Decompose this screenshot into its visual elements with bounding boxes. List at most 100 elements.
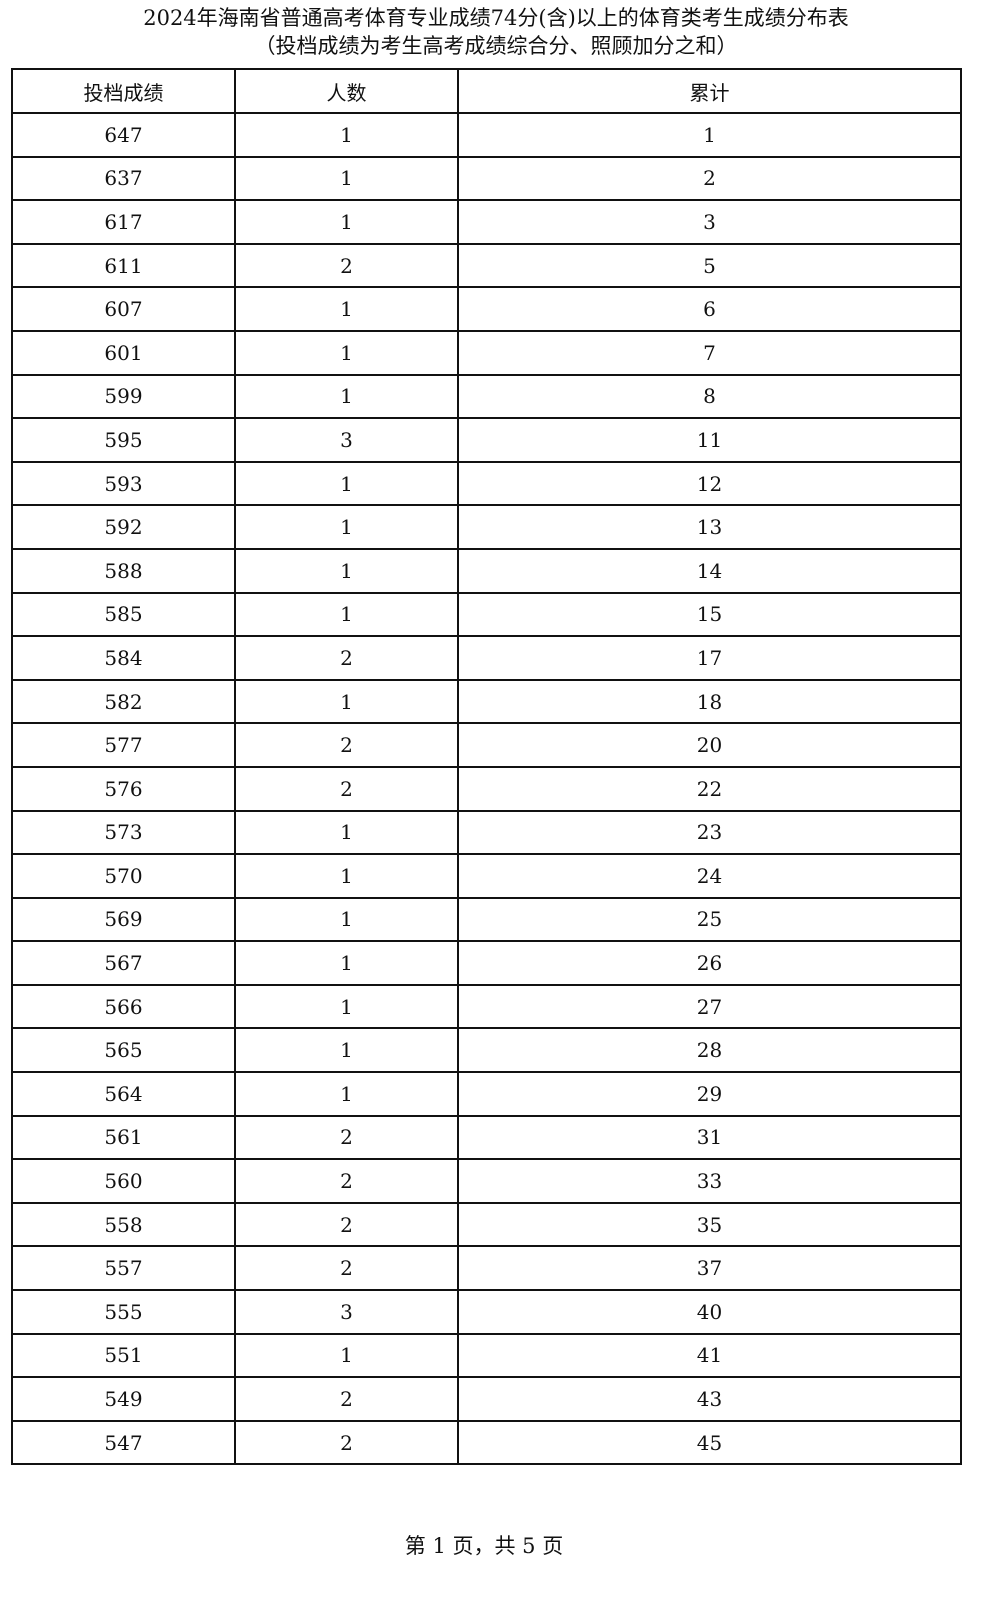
cumulative-cell: 29 — [457, 1071, 962, 1117]
count-cell: 1 — [234, 199, 459, 245]
cumulative-cell: 45 — [457, 1419, 962, 1466]
score-cell: 595 — [11, 417, 236, 463]
count-cell: 3 — [234, 1289, 459, 1335]
count-cell: 1 — [234, 1332, 459, 1379]
score-cell: 557 — [11, 1245, 236, 1292]
score-cell: 576 — [11, 765, 236, 812]
count-cell: 2 — [234, 1201, 459, 1248]
score-cell: 565 — [11, 1027, 236, 1074]
cumulative-cell: 11 — [457, 417, 962, 463]
header-score: 投档成绩 — [11, 68, 236, 114]
score-cell: 593 — [11, 460, 236, 507]
cumulative-cell: 7 — [457, 329, 962, 376]
table-row: 601 1 7 — [11, 329, 962, 376]
table-row: 569 1 25 — [11, 896, 962, 943]
table-row: 577 2 20 — [11, 722, 962, 768]
count-cell: 1 — [234, 373, 459, 420]
count-cell: 2 — [234, 1158, 459, 1204]
score-cell: 592 — [11, 504, 236, 550]
header-cumulative: 累计 — [457, 68, 962, 114]
cumulative-cell: 17 — [457, 635, 962, 681]
score-cell: 555 — [11, 1289, 236, 1335]
count-cell: 2 — [234, 1245, 459, 1292]
cumulative-cell: 41 — [457, 1332, 962, 1379]
count-cell: 1 — [234, 155, 459, 202]
cumulative-cell: 3 — [457, 199, 962, 245]
cumulative-cell: 31 — [457, 1114, 962, 1161]
table-row: 560 2 33 — [11, 1158, 962, 1204]
cumulative-cell: 6 — [457, 286, 962, 332]
count-cell: 1 — [234, 940, 459, 986]
table-row: 647 1 1 — [11, 112, 962, 158]
cumulative-cell: 23 — [457, 809, 962, 856]
table-row: 599 1 8 — [11, 373, 962, 420]
table-row: 547 2 45 — [11, 1419, 962, 1466]
count-cell: 1 — [234, 983, 459, 1030]
score-cell: 567 — [11, 940, 236, 986]
document-title: 2024年海南省普通高考体育专业成绩74分(含)以上的体育类考生成绩分布表 — [143, 6, 849, 30]
table-header-row: 投档成绩 人数 累计 — [11, 68, 962, 114]
score-distribution-table: 投档成绩 人数 累计 647 1 1 637 1 2 617 1 3 611 2 5 607 1 6 601 1… — [11, 68, 962, 1466]
cumulative-cell: 24 — [457, 853, 962, 899]
score-cell: 561 — [11, 1114, 236, 1161]
count-cell: 1 — [234, 853, 459, 899]
score-cell: 617 — [11, 199, 236, 245]
score-cell: 566 — [11, 983, 236, 1030]
score-cell: 547 — [11, 1419, 236, 1466]
table-row: 617 1 3 — [11, 199, 962, 245]
score-cell: 560 — [11, 1158, 236, 1204]
score-cell: 599 — [11, 373, 236, 420]
score-cell: 573 — [11, 809, 236, 856]
table-row: 584 2 17 — [11, 635, 962, 681]
table-row: 555 3 40 — [11, 1289, 962, 1335]
table-row: 557 2 37 — [11, 1245, 962, 1292]
table-row: 549 2 43 — [11, 1376, 962, 1422]
cumulative-cell: 5 — [457, 242, 962, 289]
cumulative-cell: 22 — [457, 765, 962, 812]
count-cell: 2 — [234, 635, 459, 681]
cumulative-cell: 35 — [457, 1201, 962, 1248]
table-row: 551 1 41 — [11, 1332, 962, 1379]
score-cell: 564 — [11, 1071, 236, 1117]
cumulative-cell: 1 — [457, 112, 962, 158]
score-cell: 585 — [11, 591, 236, 638]
count-cell: 1 — [234, 896, 459, 943]
table-row: 595 3 11 — [11, 417, 962, 463]
score-cell: 577 — [11, 722, 236, 768]
score-cell: 551 — [11, 1332, 236, 1379]
count-cell: 1 — [234, 504, 459, 550]
count-cell: 1 — [234, 1027, 459, 1074]
count-cell: 1 — [234, 1071, 459, 1117]
table-row: 573 1 23 — [11, 809, 962, 856]
cumulative-cell: 28 — [457, 1027, 962, 1074]
table-row: 561 2 31 — [11, 1114, 962, 1161]
table-row: 576 2 22 — [11, 765, 962, 812]
table-row: 570 1 24 — [11, 853, 962, 899]
table-row: 566 1 27 — [11, 983, 962, 1030]
score-cell: 570 — [11, 853, 236, 899]
table-row: 607 1 6 — [11, 286, 962, 332]
count-cell: 1 — [234, 547, 459, 594]
count-cell: 2 — [234, 1376, 459, 1422]
count-cell: 2 — [234, 1419, 459, 1466]
count-cell: 1 — [234, 286, 459, 332]
cumulative-cell: 12 — [457, 460, 962, 507]
table-row: 564 1 29 — [11, 1071, 962, 1117]
score-cell: 549 — [11, 1376, 236, 1422]
count-cell: 1 — [234, 591, 459, 638]
table-row: 637 1 2 — [11, 155, 962, 202]
cumulative-cell: 33 — [457, 1158, 962, 1204]
count-cell: 2 — [234, 722, 459, 768]
cumulative-cell: 20 — [457, 722, 962, 768]
score-cell: 588 — [11, 547, 236, 594]
score-cell: 582 — [11, 678, 236, 725]
table-row: 611 2 5 — [11, 242, 962, 289]
score-cell: 569 — [11, 896, 236, 943]
table-row: 588 1 14 — [11, 547, 962, 594]
table-row: 558 2 35 — [11, 1201, 962, 1248]
cumulative-cell: 18 — [457, 678, 962, 725]
score-cell: 611 — [11, 242, 236, 289]
page-footer: 第 1 页，共 5 页 — [404, 1534, 564, 1558]
score-cell: 601 — [11, 329, 236, 376]
table-row: 585 1 15 — [11, 591, 962, 638]
